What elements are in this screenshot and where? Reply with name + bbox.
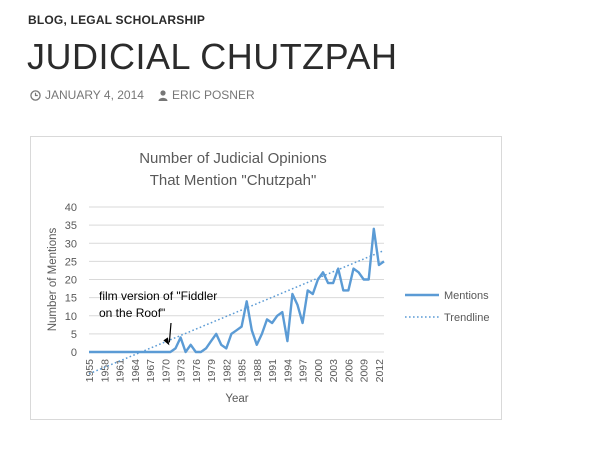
y-tick-label: 0 bbox=[71, 347, 77, 359]
post-date-link[interactable]: JANUARY 4, 2014 bbox=[45, 88, 144, 102]
series-line-trendline bbox=[88, 249, 385, 375]
x-tick-label: 1994 bbox=[282, 359, 294, 383]
category-separator: , bbox=[63, 13, 71, 27]
y-tick-label: 30 bbox=[65, 238, 77, 250]
y-tick-label: 5 bbox=[71, 329, 77, 341]
legend-label-mentions: Mentions bbox=[444, 290, 489, 302]
x-tick-label: 1982 bbox=[221, 359, 233, 383]
x-tick-label: 2006 bbox=[343, 359, 355, 383]
y-axis-title: Number of Mentions bbox=[47, 227, 59, 331]
x-axis-title: Year bbox=[225, 393, 248, 405]
x-tick-label: 1958 bbox=[99, 359, 111, 383]
annotation-arrow-line bbox=[168, 322, 172, 343]
post-meta: JANUARY 4, 2014 ERIC POSNER bbox=[30, 88, 269, 102]
y-tick-label: 10 bbox=[65, 311, 77, 323]
series-line-mentions bbox=[89, 227, 385, 354]
chart-figure: Number of Judicial Opinions That Mention … bbox=[30, 136, 502, 420]
y-tick-label: 25 bbox=[65, 256, 77, 268]
x-tick-label: 1970 bbox=[160, 359, 172, 383]
annotation-text-line: on the Roof" bbox=[99, 306, 165, 320]
post-categories: BLOG, LEGAL SCHOLARSHIP bbox=[28, 13, 205, 27]
x-tick-label: 1964 bbox=[130, 359, 142, 383]
annotation-text-line: film version of "Fiddler bbox=[99, 289, 217, 303]
y-tick-label: 40 bbox=[65, 202, 77, 214]
x-tick-label: 1976 bbox=[191, 359, 203, 383]
x-tick-label: 1988 bbox=[252, 359, 264, 383]
x-tick-label: 2003 bbox=[328, 359, 340, 383]
clock-icon bbox=[30, 89, 41, 101]
category-link-blog[interactable]: BLOG bbox=[28, 13, 64, 27]
x-tick-label: 1979 bbox=[206, 359, 218, 383]
x-tick-label: 1967 bbox=[145, 359, 157, 383]
annotation-arrowhead bbox=[163, 337, 170, 346]
x-tick-label: 1961 bbox=[115, 359, 127, 383]
x-tick-label: 1955 bbox=[84, 359, 96, 383]
x-tick-label: 1973 bbox=[176, 359, 188, 383]
x-tick-label: 2012 bbox=[374, 359, 386, 383]
x-tick-label: 2009 bbox=[359, 359, 371, 383]
post-date: JANUARY 4, 2014 bbox=[30, 88, 144, 102]
chart-svg: Number of Judicial Opinions That Mention … bbox=[47, 150, 489, 405]
chart-title-line: Number of Judicial Opinions bbox=[139, 150, 327, 167]
chart-title-line: That Mention "Chutzpah" bbox=[150, 172, 317, 189]
y-tick-label: 15 bbox=[65, 293, 77, 305]
y-tick-label: 35 bbox=[65, 220, 77, 232]
user-icon bbox=[158, 89, 168, 101]
post-author: ERIC POSNER bbox=[158, 88, 255, 102]
legend-label-trendline: Trendline bbox=[444, 312, 489, 324]
post-author-link[interactable]: ERIC POSNER bbox=[171, 88, 255, 102]
category-link-legal-scholarship[interactable]: LEGAL SCHOLARSHIP bbox=[70, 13, 206, 27]
post-title: JUDICIAL CHUTZPAH bbox=[27, 36, 398, 77]
x-tick-label: 1991 bbox=[267, 359, 279, 383]
x-tick-label: 1985 bbox=[237, 359, 249, 383]
x-tick-label: 2000 bbox=[313, 359, 325, 383]
x-tick-label: 1997 bbox=[298, 359, 310, 383]
y-tick-label: 20 bbox=[65, 275, 77, 287]
